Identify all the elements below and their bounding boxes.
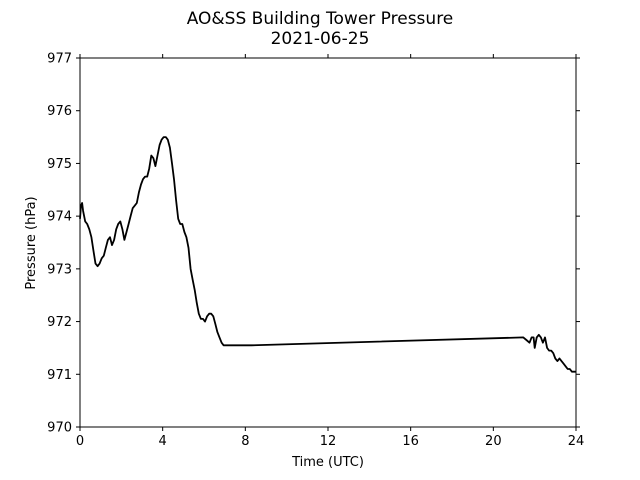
- x-tick-label: 12: [320, 434, 337, 449]
- y-tick-label: 972: [47, 315, 72, 330]
- y-tick-label: 973: [47, 262, 72, 277]
- y-tick-label: 971: [47, 368, 72, 383]
- chart-title: AO&SS Building Tower Pressure: [187, 9, 454, 29]
- x-tick-label: 8: [241, 434, 249, 449]
- axes-frame: [79, 57, 577, 428]
- chart-subtitle: 2021-06-25: [271, 29, 370, 49]
- x-tick-label: 4: [159, 434, 167, 449]
- y-tick-label: 970: [47, 421, 72, 436]
- x-tick-label: 16: [402, 434, 419, 449]
- series-line-0: [79, 136, 576, 373]
- plot-area: 0 4 8 12 16 20 24 970 971 972 973 974 975 976 977: [47, 52, 584, 450]
- y-tick-label: 974: [47, 210, 72, 225]
- x-tick-label: 24: [568, 434, 585, 449]
- y-tick-label: 977: [47, 52, 72, 67]
- y-axis-label: Pressure (hPa): [24, 196, 39, 289]
- y-tick-label: 976: [47, 104, 72, 119]
- x-axis-label: Time (UTC): [291, 455, 364, 470]
- y-tick-label: 975: [47, 157, 72, 172]
- x-tick-label: 20: [485, 434, 502, 449]
- x-tick-label: 0: [76, 434, 84, 449]
